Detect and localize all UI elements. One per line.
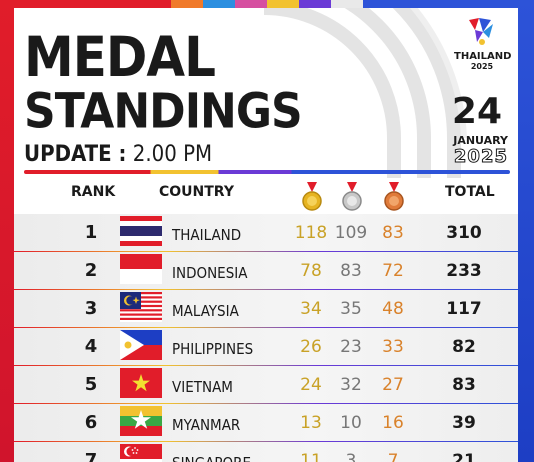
update-time: 2.00 PM xyxy=(133,142,212,167)
date-day: 24 xyxy=(452,94,502,130)
right-blue-frame xyxy=(518,0,534,462)
table-row: 2 INDONESIA 78 83 72 233 xyxy=(14,252,518,290)
medal-standings-panel: MEDAL STANDINGS UPDATE : 2.00 PM THAILAN… xyxy=(14,8,518,462)
total-cell: 83 xyxy=(442,375,486,395)
table-row: 4 PHILIPPINES 26 23 33 82 xyxy=(14,328,518,366)
gold-cell: 78 xyxy=(294,261,328,281)
left-red-frame xyxy=(0,0,14,462)
indonesia-flag-icon xyxy=(120,254,162,284)
country-cell: THAILAND xyxy=(172,225,241,245)
country-cell: MALAYSIA xyxy=(172,301,239,321)
total-cell: 39 xyxy=(442,413,486,433)
singapore-flag-icon xyxy=(120,444,162,462)
gold-cell: 34 xyxy=(294,299,328,319)
rank-cell: 7 xyxy=(76,451,106,462)
header-divider xyxy=(24,170,510,174)
total-cell: 310 xyxy=(442,223,486,243)
malaysia-flag-icon xyxy=(120,292,162,322)
silver-cell: 10 xyxy=(334,413,368,433)
total-cell: 82 xyxy=(442,337,486,357)
top-color-strip xyxy=(0,0,534,8)
gold-cell: 24 xyxy=(294,375,328,395)
table-row: 7 SINGAPORE 11 3 7 21 xyxy=(14,442,518,462)
bronze-cell: 27 xyxy=(376,375,410,395)
silver-medal-icon xyxy=(342,182,362,212)
silver-cell: 3 xyxy=(334,451,368,462)
silver-cell: 23 xyxy=(334,337,368,357)
gold-medal-icon xyxy=(302,182,322,212)
table-row: 6 MYANMAR 13 10 16 39 xyxy=(14,404,518,442)
update-line: UPDATE : 2.00 PM xyxy=(24,142,212,167)
bronze-medal-icon xyxy=(384,182,404,212)
total-cell: 21 xyxy=(442,451,486,462)
date-year: 2025 xyxy=(454,146,508,167)
country-cell: PHILIPPINES xyxy=(172,339,253,359)
rank-cell: 6 xyxy=(76,413,106,433)
bronze-cell: 33 xyxy=(376,337,410,357)
thailand-flag-icon xyxy=(120,216,162,246)
country-cell: SINGAPORE xyxy=(172,453,251,462)
total-cell: 117 xyxy=(442,299,486,319)
country-cell: INDONESIA xyxy=(172,263,247,283)
games-logo-icon xyxy=(465,16,499,46)
rank-cell: 3 xyxy=(76,299,106,319)
thailand-2025-logo: THAILAND 2025 xyxy=(454,16,510,80)
bronze-cell: 7 xyxy=(376,451,410,462)
rank-cell: 1 xyxy=(76,223,106,243)
bronze-cell: 72 xyxy=(376,261,410,281)
rank-cell: 4 xyxy=(76,337,106,357)
table-row: 1 THAILAND 118 109 83 310 xyxy=(14,214,518,252)
header-rank: RANK xyxy=(71,184,115,200)
silver-cell: 35 xyxy=(334,299,368,319)
gold-cell: 13 xyxy=(294,413,328,433)
gold-cell: 11 xyxy=(294,451,328,462)
vietnam-flag-icon xyxy=(120,368,162,398)
silver-cell: 109 xyxy=(334,223,368,243)
gold-cell: 118 xyxy=(294,223,328,243)
logo-year: 2025 xyxy=(454,62,510,71)
silver-cell: 83 xyxy=(334,261,368,281)
silver-cell: 32 xyxy=(334,375,368,395)
table-row: 5 VIETNAM 24 32 27 83 xyxy=(14,366,518,404)
header-total: TOTAL xyxy=(445,184,495,200)
logo-text: THAILAND xyxy=(454,51,510,62)
title-medal: MEDAL xyxy=(24,30,215,85)
gold-cell: 26 xyxy=(294,337,328,357)
update-label: UPDATE : xyxy=(24,142,126,167)
rank-cell: 5 xyxy=(76,375,106,395)
philippines-flag-icon xyxy=(120,330,162,360)
myanmar-flag-icon xyxy=(120,406,162,436)
rank-cell: 2 xyxy=(76,261,106,281)
bronze-cell: 48 xyxy=(376,299,410,319)
bronze-cell: 83 xyxy=(376,223,410,243)
country-cell: MYANMAR xyxy=(172,415,240,435)
total-cell: 233 xyxy=(442,261,486,281)
title-standings: STANDINGS xyxy=(24,88,302,136)
country-cell: VIETNAM xyxy=(172,377,233,397)
table-row: 3 MALAYSIA 34 35 48 117 xyxy=(14,290,518,328)
header-country: COUNTRY xyxy=(159,184,234,200)
bronze-cell: 16 xyxy=(376,413,410,433)
